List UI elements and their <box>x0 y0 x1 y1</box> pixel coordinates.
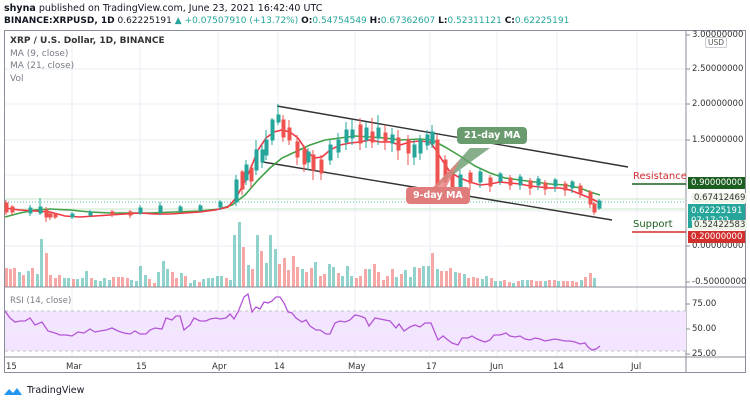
time-tick: Jul <box>631 362 642 372</box>
ma21-price-tag: 0.52422583 <box>692 220 748 230</box>
volume-bars <box>5 222 596 287</box>
candlesticks <box>4 104 602 222</box>
time-tick: 15 <box>136 362 147 372</box>
ma9-callout-pointer <box>430 160 460 190</box>
open-value: 0.54754549 <box>312 16 367 26</box>
channel-upper-line <box>276 105 629 168</box>
ma9-callout[interactable]: 9-day MA <box>406 187 470 204</box>
tradingview-brand[interactable]: TradingView <box>4 385 84 396</box>
symbol-ohlc-bar: BINANCE:XRPUSD, 1D 0.62225191 ▲ +0.07507… <box>4 16 569 26</box>
published-text: published on TradingView.com, June 23, 2… <box>35 3 323 14</box>
price-tick: 1.50000000 <box>692 135 744 145</box>
brand-name: TradingView <box>27 385 85 396</box>
high-label: H: <box>369 16 381 26</box>
tradingview-logo-icon <box>4 388 22 395</box>
legend-vol[interactable]: Vol <box>10 73 24 84</box>
ma21-callout[interactable]: 21-day MA <box>457 127 528 144</box>
support-price-tag: 0.20000000 <box>688 231 746 243</box>
time-tick: Mar <box>66 362 83 372</box>
ma21-line <box>4 135 601 218</box>
time-tick: Apr <box>212 362 227 372</box>
last-price: 0.62225191 <box>117 16 172 26</box>
rsi-legend[interactable]: RSI (14, close) <box>10 296 72 306</box>
legend-ma21[interactable]: MA (21, close) <box>10 61 75 71</box>
price-tick: 0.00000000 <box>692 241 744 251</box>
time-tick: May <box>348 362 366 372</box>
publisher-name: shyna <box>4 3 36 14</box>
time-tick: 15 <box>6 362 17 372</box>
ma9-price-tag: 0.67412469 <box>692 193 748 203</box>
close-value: 0.62225191 <box>514 16 570 26</box>
symbol-label: BINANCE:XRPUSD, 1D <box>4 16 115 26</box>
price-tick: 2.50000000 <box>692 64 744 74</box>
resistance-label[interactable]: Resistance <box>633 171 687 182</box>
price-tick: -0.50000000 <box>692 277 747 287</box>
time-tick: Jun <box>490 362 504 372</box>
legend-ma9[interactable]: MA (9, close) <box>10 48 69 59</box>
publish-info: shyna published on TradingView.com, June… <box>4 3 322 14</box>
rsi-tick: 75.00 <box>692 299 717 309</box>
rsi-tick: 25.00 <box>692 349 717 359</box>
up-arrow-icon: ▲ <box>174 16 182 26</box>
price-change: +0.07507910 (+13.72%) <box>184 16 299 26</box>
legend-title: XRP / U.S. Dollar, 1D, BINANCE <box>10 36 165 46</box>
close-label: C: <box>504 16 515 26</box>
high-value: 0.67362607 <box>380 16 436 26</box>
price-tick: 3.00000000 <box>692 30 744 40</box>
resistance-price-tag: 0.90000000 <box>688 177 746 189</box>
last-price-value: 0.62225191 <box>691 206 743 216</box>
rsi-line <box>4 292 601 351</box>
price-tick: 2.00000000 <box>692 99 744 109</box>
rsi-band <box>5 311 686 351</box>
time-tick: 14 <box>553 362 564 372</box>
chart-legend: XRP / U.S. Dollar, 1D, BINANCE MA (9, cl… <box>10 35 165 85</box>
time-tick: 17 <box>426 362 437 372</box>
time-tick: 14 <box>274 362 285 372</box>
support-label[interactable]: Support <box>633 219 673 230</box>
low-value: 0.52311121 <box>447 16 502 26</box>
open-label: O: <box>301 16 313 26</box>
currency-button[interactable]: USD <box>705 37 728 48</box>
rsi-tick: 50.00 <box>692 324 717 334</box>
low-label: L: <box>438 16 448 26</box>
